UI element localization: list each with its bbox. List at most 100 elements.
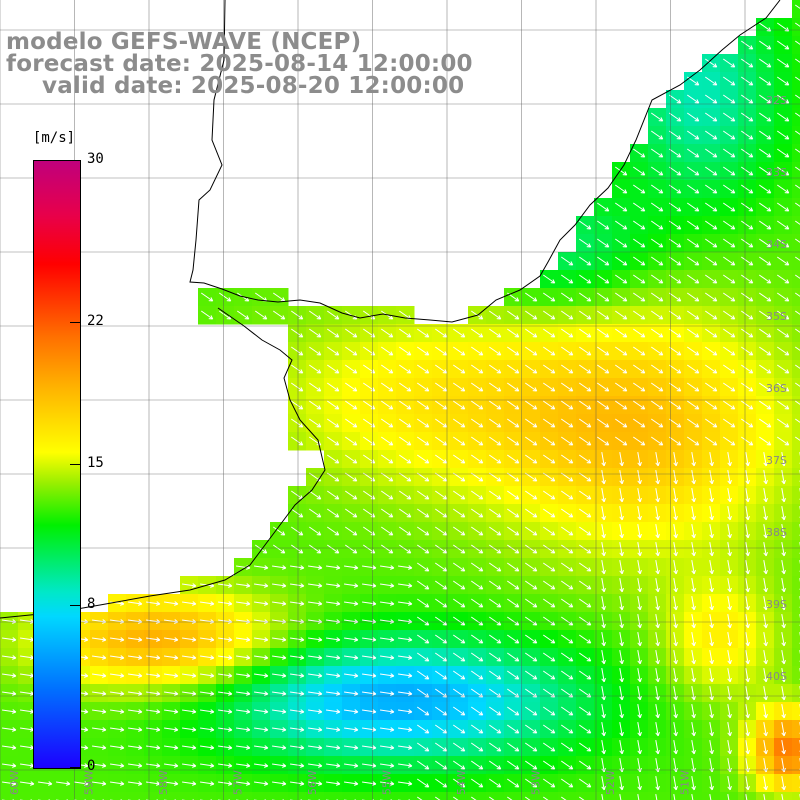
wind-arrow <box>488 346 502 356</box>
wind-arrow <box>416 778 430 788</box>
wind-arrow <box>776 436 790 446</box>
wind-arrow <box>560 346 574 356</box>
wind-arrow <box>781 686 786 701</box>
wind-arrow <box>632 364 646 374</box>
wind-arrow <box>235 565 251 570</box>
wind-arrow <box>560 598 574 608</box>
wind-arrow <box>745 740 750 755</box>
wind-arrow <box>637 488 642 503</box>
latitude-label: 39S <box>766 598 787 611</box>
wind-arrow <box>344 436 358 446</box>
wind-arrow <box>637 650 642 665</box>
wind-arrow <box>524 292 538 302</box>
wind-arrow <box>686 112 700 122</box>
wind-arrow <box>637 776 642 791</box>
wind-arrow <box>235 655 251 660</box>
wind-arrow <box>524 382 538 392</box>
longitude-label: 58W <box>157 770 170 795</box>
wind-arrow <box>560 418 574 428</box>
wind-arrow <box>776 112 790 122</box>
wind-arrow <box>673 614 678 629</box>
wind-arrow <box>650 148 664 158</box>
wind-arrow <box>542 688 556 698</box>
wind-arrow <box>704 328 718 338</box>
wind-arrow <box>727 794 730 800</box>
wind-arrow <box>253 781 269 786</box>
wind-arrow <box>434 526 448 536</box>
wind-arrow <box>398 436 412 446</box>
wind-arrow <box>181 655 197 660</box>
wind-arrow <box>163 655 179 660</box>
wind-arrow <box>776 76 790 86</box>
wind-arrow <box>290 364 304 374</box>
wind-arrow <box>470 382 484 392</box>
wind-arrow <box>416 508 430 518</box>
wind-arrow <box>235 763 251 768</box>
wind-arrow <box>619 632 624 647</box>
wind-arrow <box>650 346 664 356</box>
wind-arrow <box>326 508 340 518</box>
wind-arrow <box>325 691 341 696</box>
wind-arrow <box>763 488 768 503</box>
wind-speed-cell <box>198 792 217 800</box>
wind-arrow <box>542 742 556 752</box>
wind-arrow <box>763 596 768 611</box>
wind-arrow <box>91 745 107 750</box>
wind-arrow <box>596 328 610 338</box>
wind-arrow <box>253 583 269 588</box>
wind-speed-cell <box>396 792 415 800</box>
wind-arrow <box>691 578 696 593</box>
wind-arrow <box>325 745 341 750</box>
wind-arrow <box>470 670 484 680</box>
wind-arrow <box>416 688 430 698</box>
wind-arrow <box>127 673 143 678</box>
model-title: modelo GEFS-WAVE (NCEP) <box>6 29 362 55</box>
wind-arrow <box>199 691 215 696</box>
wind-arrow <box>271 745 287 750</box>
wind-arrow <box>506 436 520 446</box>
wind-speed-cell <box>90 792 109 800</box>
wind-arrow <box>560 796 567 800</box>
wind-arrow <box>1 691 17 696</box>
wind-arrow <box>673 560 678 575</box>
wind-arrow <box>326 490 340 500</box>
wind-arrow <box>488 562 502 572</box>
wind-arrow <box>745 668 750 683</box>
wind-arrow <box>740 76 754 86</box>
wind-arrow <box>763 542 768 557</box>
wind-arrow <box>308 346 322 356</box>
wind-arrow <box>434 706 448 716</box>
wind-arrow <box>758 94 772 104</box>
wind-arrow <box>776 274 790 284</box>
wind-arrow <box>290 346 304 356</box>
wind-arrow <box>740 274 754 284</box>
wind-arrow <box>704 256 718 266</box>
wind-arrow <box>235 781 251 786</box>
wind-arrow <box>578 742 592 752</box>
wind-arrow <box>145 673 161 678</box>
wind-arrow <box>776 256 790 266</box>
wind-arrow <box>776 364 790 374</box>
wind-arrow <box>704 202 718 212</box>
wind-arrow <box>524 508 538 518</box>
wind-arrow <box>217 655 233 660</box>
wind-arrow <box>758 274 772 284</box>
wind-arrow <box>307 781 323 786</box>
wind-arrow <box>379 565 395 570</box>
wind-arrow <box>578 310 592 320</box>
wind-arrow <box>325 637 341 642</box>
wind-arrow <box>308 400 322 410</box>
wind-arrow <box>542 454 556 464</box>
wind-arrow <box>740 418 754 428</box>
wind-speed-cell <box>414 792 433 800</box>
wind-arrow <box>655 452 660 467</box>
wind-arrow <box>614 238 628 248</box>
wind-speed-cell <box>792 702 800 721</box>
wind-arrow <box>637 560 642 575</box>
wind-arrow <box>434 778 448 788</box>
wind-arrow <box>542 544 556 554</box>
wind-arrow <box>488 688 502 698</box>
wind-arrow <box>289 583 305 588</box>
wind-arrow <box>506 652 520 662</box>
